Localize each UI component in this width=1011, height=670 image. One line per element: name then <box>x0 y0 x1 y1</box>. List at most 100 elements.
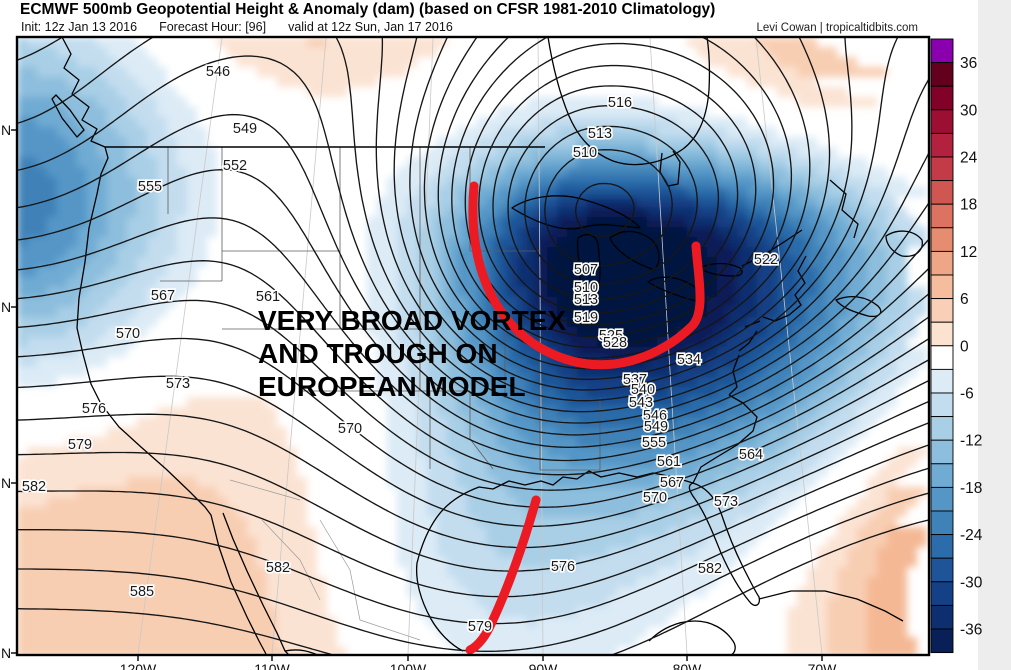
colorbar-cell <box>930 581 954 606</box>
contour-label: 570 <box>338 421 362 437</box>
contour-line-582 <box>17 467 929 625</box>
contour-label: 582 <box>266 560 290 576</box>
contour-line-573 <box>17 400 929 549</box>
colorbar-cell <box>930 463 954 488</box>
colorbar-tick-label: -36 <box>960 622 982 639</box>
colorbar-cell <box>930 250 954 276</box>
colorbar-cell <box>930 85 954 111</box>
contour-label: 567 <box>151 288 175 304</box>
contour-label: 507 <box>574 262 598 278</box>
page-right-margin <box>978 0 1011 670</box>
colorbar-cell <box>930 62 954 87</box>
contour-label: 579 <box>468 619 492 635</box>
contour-label: 555 <box>138 179 162 195</box>
contour-label: 579 <box>68 437 92 453</box>
colorbar-cell <box>930 109 954 134</box>
contour-label: 576 <box>551 559 575 575</box>
height-contours <box>17 37 929 655</box>
contour-label: 573 <box>166 376 190 392</box>
contour-line-561 <box>17 260 929 476</box>
contour-label: 570 <box>116 326 140 342</box>
colorbar-cell <box>930 534 954 559</box>
contour-line-519 <box>492 85 739 314</box>
contour-label: 516 <box>608 95 632 111</box>
colorbar-cell <box>930 368 954 394</box>
colorbar-cell <box>930 486 954 512</box>
contour-line-534 <box>423 37 831 370</box>
contour-line-546 <box>17 37 929 413</box>
contour-line-513 <box>524 125 698 285</box>
colorbar-tick-label: -30 <box>960 574 983 591</box>
contour-line-564 <box>17 299 929 491</box>
lon-tick-label: 100W <box>390 661 427 670</box>
contour-line-570 <box>17 375 929 527</box>
colorbar-tick-label: -12 <box>960 433 982 450</box>
contour-label: 561 <box>657 454 681 470</box>
anomaly-colorbar: 36 30 24 18 12 6 0 -6 -12 -18 -24 -30 -36 <box>930 38 983 654</box>
contour-label: 567 <box>660 475 684 491</box>
contour-label: 525 <box>599 328 623 344</box>
contour-label: 510 <box>573 145 597 161</box>
contour-line-558 <box>17 217 929 462</box>
colorbar-cell <box>930 274 954 300</box>
handwritten-annotation-line: VERY BROAD VORTEX <box>258 305 566 336</box>
colorbar-cell <box>930 416 954 441</box>
lon-tick-label: 80W <box>673 661 703 670</box>
contour-label: 537 <box>623 372 647 388</box>
colorbar-cell <box>930 604 954 630</box>
colorbar-cell <box>930 345 954 370</box>
lon-tick-label: 70W <box>808 661 838 670</box>
lat-tick-label: N <box>1 475 11 491</box>
map-title: ECMWF 500mb Geopotential Height & Anomal… <box>20 1 716 18</box>
map-axes: N N N N 120W 110W 100W 90W 80W 70W <box>1 122 837 670</box>
lon-tick-label: 110W <box>254 661 290 670</box>
contour-label: 585 <box>130 584 154 600</box>
colorbar-cell <box>930 180 954 205</box>
contour-label: 552 <box>223 158 247 174</box>
valid-time-label: valid at 12z Sun, Jan 17 2016 <box>288 20 453 34</box>
colorbar-cell <box>930 227 954 252</box>
contour-label: 555 <box>642 435 666 451</box>
colorbar-cell <box>930 321 954 347</box>
contour-label: 582 <box>698 561 722 577</box>
colorbar-tick-label: 18 <box>960 197 977 214</box>
contour-label: 513 <box>588 126 612 142</box>
colorbar-cell <box>930 298 954 323</box>
colorbar-tick-label: 24 <box>960 150 978 167</box>
red-annotations <box>465 181 705 655</box>
colorbar-tick-label: 36 <box>960 55 977 72</box>
colorbar-tick-label: -24 <box>960 527 983 544</box>
vortex-red-arc <box>468 181 705 370</box>
contour-line-555 <box>17 169 929 448</box>
contour-line-552 <box>17 113 929 436</box>
colorbar-cell <box>930 628 954 654</box>
colorbar-cell <box>930 132 954 158</box>
colorbar-cell <box>930 38 954 64</box>
colorbar-cell <box>930 439 954 465</box>
contour-line-537 <box>409 37 853 380</box>
contour-line-588 <box>17 519 929 655</box>
colorbar-cell <box>930 510 954 536</box>
colorbar-tick-label: 0 <box>960 338 969 355</box>
colorbar-cell <box>930 203 954 229</box>
lon-tick-label: 120W <box>120 661 157 670</box>
contour-label: 582 <box>22 479 46 495</box>
contour-label: 546 <box>643 408 667 424</box>
forecast-hour-label: Forecast Hour: [96] <box>159 20 267 34</box>
contour-label: 573 <box>714 494 738 510</box>
contour-label: 561 <box>256 289 280 305</box>
contour-line-516 <box>507 105 720 301</box>
contour-label: 528 <box>603 335 627 351</box>
contour-line-510 <box>544 149 673 267</box>
state-borders <box>160 147 601 471</box>
mexico-state-borders <box>229 479 421 641</box>
contour-line-576 <box>17 422 929 572</box>
credit-label: Levi Cowan | tropicaltidbits.com <box>756 22 919 34</box>
colorbar-tick-label: -6 <box>960 386 974 403</box>
contour-line-507 <box>574 182 635 237</box>
colorbar-cell <box>930 557 954 583</box>
contour-line-567 <box>17 337 929 508</box>
contour-label: 513 <box>574 292 598 308</box>
